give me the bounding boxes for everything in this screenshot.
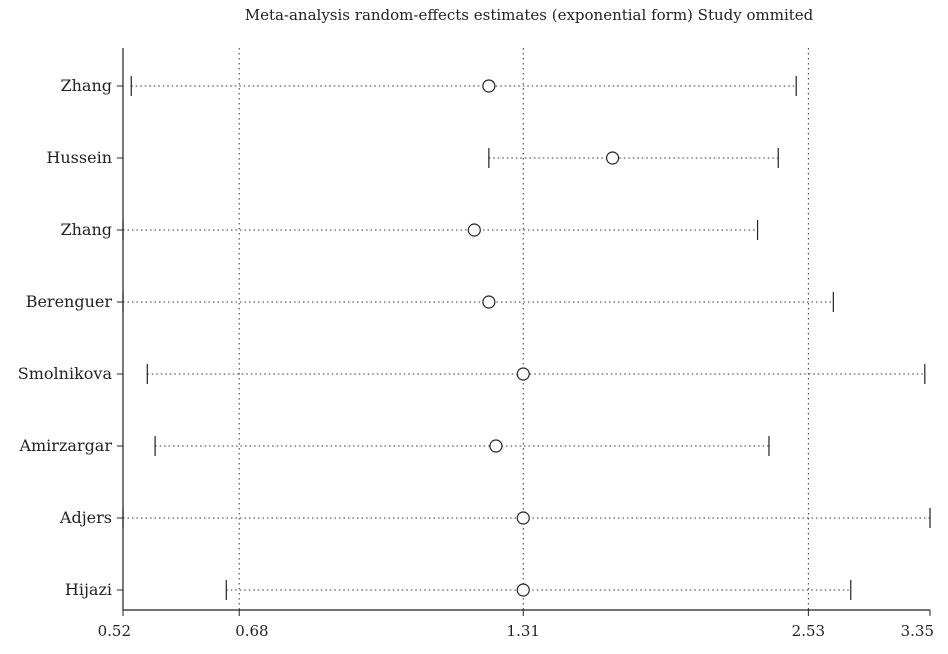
study-label: Zhang: [60, 220, 112, 239]
point-estimate: [605, 151, 620, 165]
study-label: Zhang: [60, 76, 112, 95]
point-estimate: [516, 367, 530, 381]
study-label: Berenguer: [26, 292, 113, 311]
study-label: Hussein: [46, 148, 112, 167]
study-label: Smolnikova: [18, 364, 113, 383]
chart-title: Meta-analysis random-effects estimates (…: [244, 6, 814, 24]
x-tick-label: 2.53: [792, 622, 825, 640]
point-estimate: [516, 583, 530, 597]
study-row: Amirzargar: [18, 436, 770, 456]
point-estimate: [467, 223, 481, 237]
study-row: Zhang: [60, 76, 797, 96]
study-row: Smolnikova: [18, 364, 926, 384]
x-tick-label: 1.31: [507, 622, 540, 640]
point-estimate: [482, 295, 496, 309]
study-label: Hijazi: [65, 580, 112, 599]
point-estimate: [516, 511, 530, 525]
study-row: Hussein: [46, 148, 779, 168]
point-estimate: [482, 79, 496, 93]
point-estimate: [489, 439, 503, 453]
study-row: Berenguer: [26, 292, 834, 312]
x-tick-label: 0.68: [235, 622, 268, 640]
study-row: Adjers: [59, 508, 931, 528]
study-label: Adjers: [59, 508, 112, 527]
study-label: Amirzargar: [18, 436, 112, 455]
study-row: Zhang: [60, 220, 759, 240]
study-row: Hijazi: [65, 580, 852, 600]
x-tick-label: 0.52: [98, 622, 131, 640]
x-tick-label: 3.35: [901, 622, 934, 640]
